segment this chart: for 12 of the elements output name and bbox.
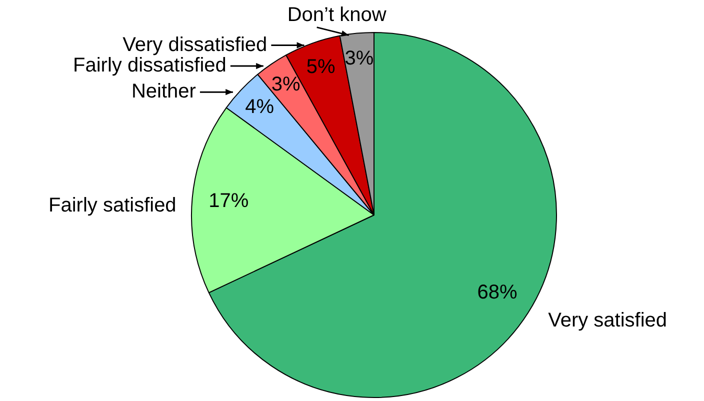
data-label: 4%	[245, 96, 274, 118]
data-label: 3%	[271, 74, 300, 96]
data-label: 3%	[344, 47, 374, 70]
slice-label: Don’t know	[287, 4, 387, 26]
slice-label: Very dissatisfied	[122, 34, 268, 56]
slice-label: Very satisfied	[548, 309, 668, 332]
slice-label: Fairly dissatisfied	[73, 54, 226, 77]
data-label: 17%	[208, 190, 249, 212]
slice-label: Neither	[131, 80, 196, 103]
slice-label: Fairly satisfied	[48, 194, 176, 216]
data-label: 68%	[477, 282, 518, 304]
data-label: 5%	[306, 56, 336, 78]
